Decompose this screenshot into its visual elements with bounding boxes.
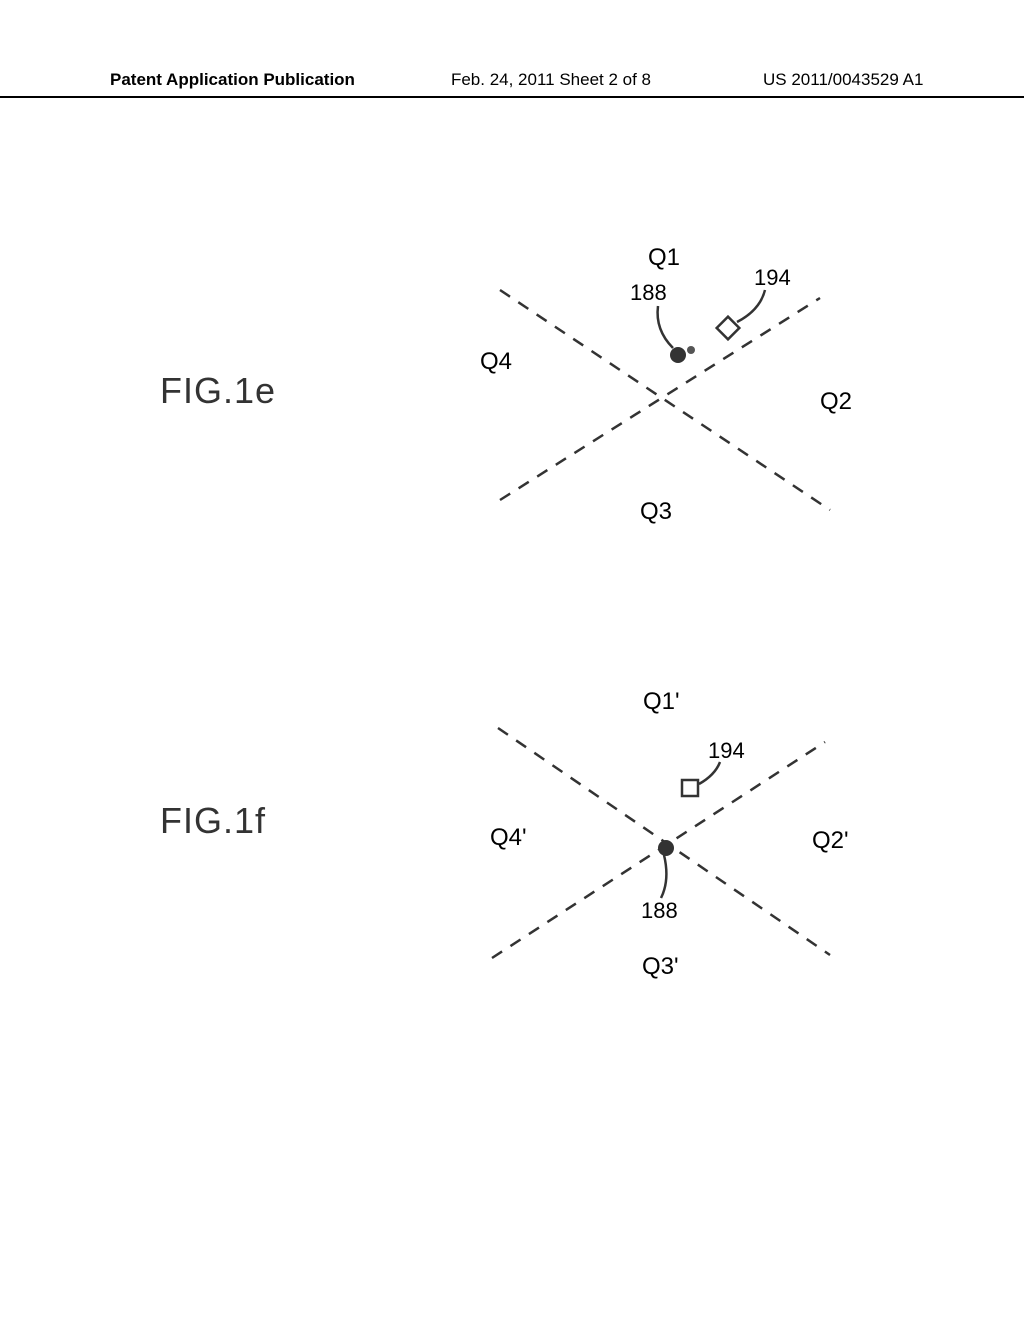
header-pub-number: US 2011/0043529 A1 [763,70,923,90]
header-publication: Patent Application Publication [110,70,355,90]
ref-label-188: 188 [630,280,667,306]
marker-188-icon [670,347,686,363]
leader-line [699,762,720,784]
quadrant-label-q2p: Q2' [812,827,849,855]
leader-line [737,290,765,322]
marker-dot [687,346,695,354]
quadrant-label-q3p: Q3' [642,953,679,981]
figure-label-1f: FIG.1f [160,800,266,842]
page-header: Patent Application Publication Feb. 24, … [0,58,1024,98]
marker-194-square-icon [682,780,698,796]
quadrant-label-q3: Q3 [640,498,672,526]
quadrant-label-q1p: Q1' [643,688,680,716]
quadrant-label-q2: Q2 [820,388,852,416]
figure-label-1e: FIG.1e [160,370,276,412]
leader-line [661,855,666,898]
ref-label-194: 194 [754,265,791,291]
header-date-sheet: Feb. 24, 2011 Sheet 2 of 8 [451,70,651,90]
quadrant-label-q1: Q1 [648,244,680,272]
diagram-1f: Q1' Q2' Q3' Q4' 194 188 [430,680,890,1000]
ref-label-194: 194 [708,738,745,764]
marker-194-diamond-icon [717,317,740,340]
ref-label-188: 188 [641,898,678,924]
diagram-1e: Q1 Q2 Q3 Q4 188 194 [430,240,890,540]
marker-188-icon [658,840,674,856]
leader-line [658,306,673,348]
quadrant-label-q4: Q4 [480,348,512,376]
quadrant-label-q4p: Q4' [490,824,527,852]
